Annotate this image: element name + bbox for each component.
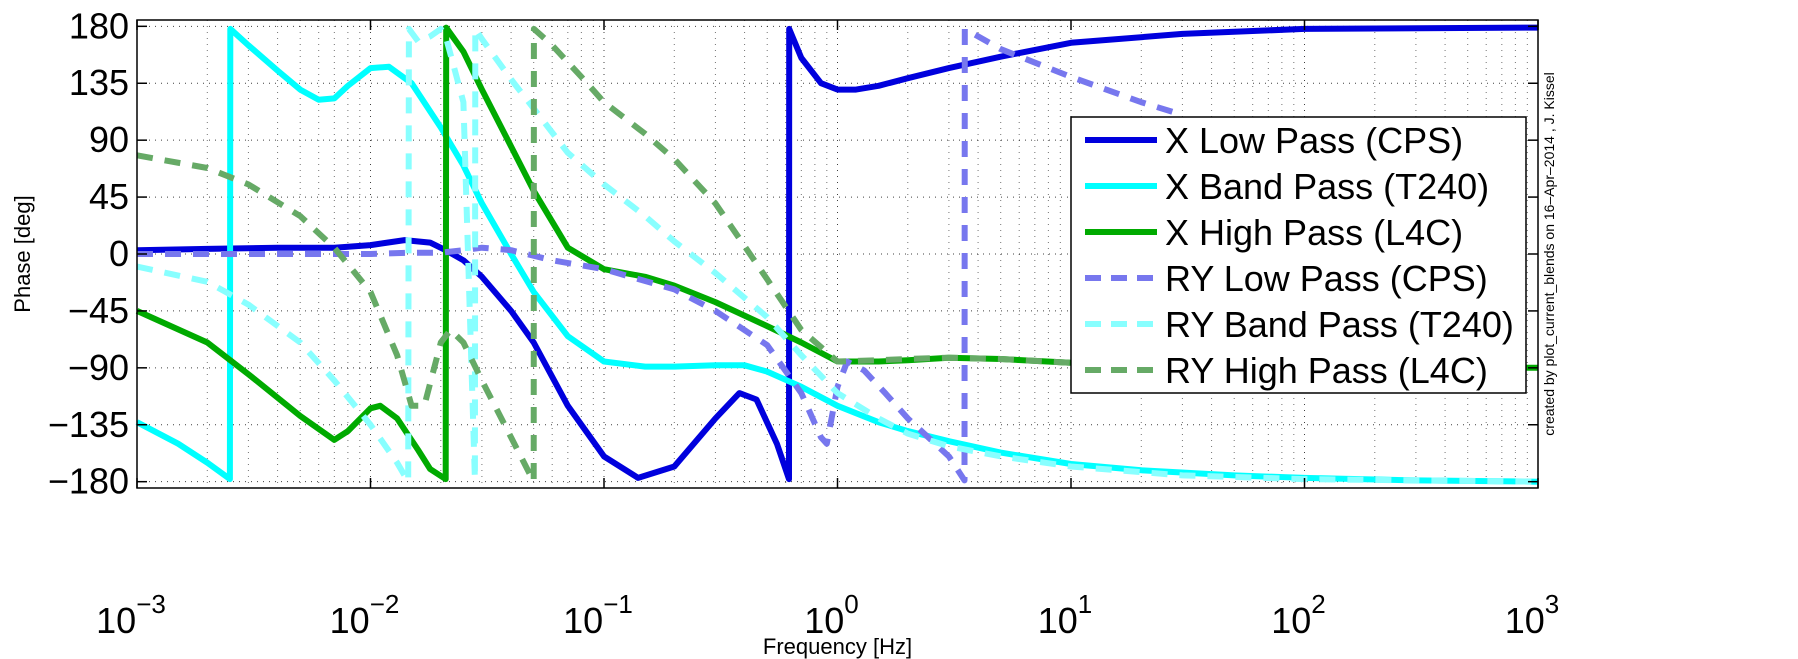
series-line-4 [137, 25, 1184, 484]
x-tick-label: 101 [1038, 589, 1093, 641]
tick-labels: 180 135 90 45 0 −45 −90 −135 −180 10−3 10−2 10−1 100… [48, 5, 1559, 641]
x-tick-label: 10−3 [96, 589, 166, 641]
x-tick-label: 10−1 [563, 589, 633, 641]
author-annotation: created by plot_current_blends on 16–Apr… [1541, 72, 1557, 435]
legend-entry-label: RY High Pass (L4C) [1165, 350, 1488, 391]
x-tick-label: 103 [1505, 589, 1560, 641]
y-tick-label: 90 [89, 119, 129, 160]
y-tick-label: −180 [48, 461, 129, 502]
legend-box [1070, 116, 1527, 394]
legend: X Low Pass (CPS) X Band Pass (T240) X High… [1070, 116, 1527, 394]
y-tick-label: −135 [48, 404, 129, 445]
legend-entry-label: X High Pass (L4C) [1165, 212, 1463, 253]
legend-entry-label: X Band Pass (T240) [1165, 166, 1489, 207]
legend-entry-label: RY Band Pass (T240) [1165, 304, 1514, 345]
legend-entry-label: X Low Pass (CPS) [1165, 120, 1463, 161]
y-tick-label: 45 [89, 176, 129, 217]
series-line-1 [136, 24, 1539, 483]
series-line-6 [136, 25, 1142, 485]
y-tick-label: −45 [68, 290, 129, 331]
series-line-5 [136, 25, 1539, 485]
x-tick-label: 10−2 [330, 589, 400, 641]
y-tick-label: 180 [69, 5, 129, 46]
x-axis-label: Frequency [Hz] [763, 634, 912, 659]
y-tick-label: 0 [109, 233, 129, 274]
series-layer [135, 24, 1539, 485]
x-tick-label: 100 [804, 589, 859, 641]
y-tick-label: 135 [69, 62, 129, 103]
series-line-2 [135, 25, 1539, 485]
y-tick-label: −90 [68, 347, 129, 388]
x-tick-label: 102 [1271, 589, 1326, 641]
y-axis-label: Phase [deg] [10, 195, 35, 312]
legend-entry-label: RY Low Pass (CPS) [1165, 258, 1488, 299]
